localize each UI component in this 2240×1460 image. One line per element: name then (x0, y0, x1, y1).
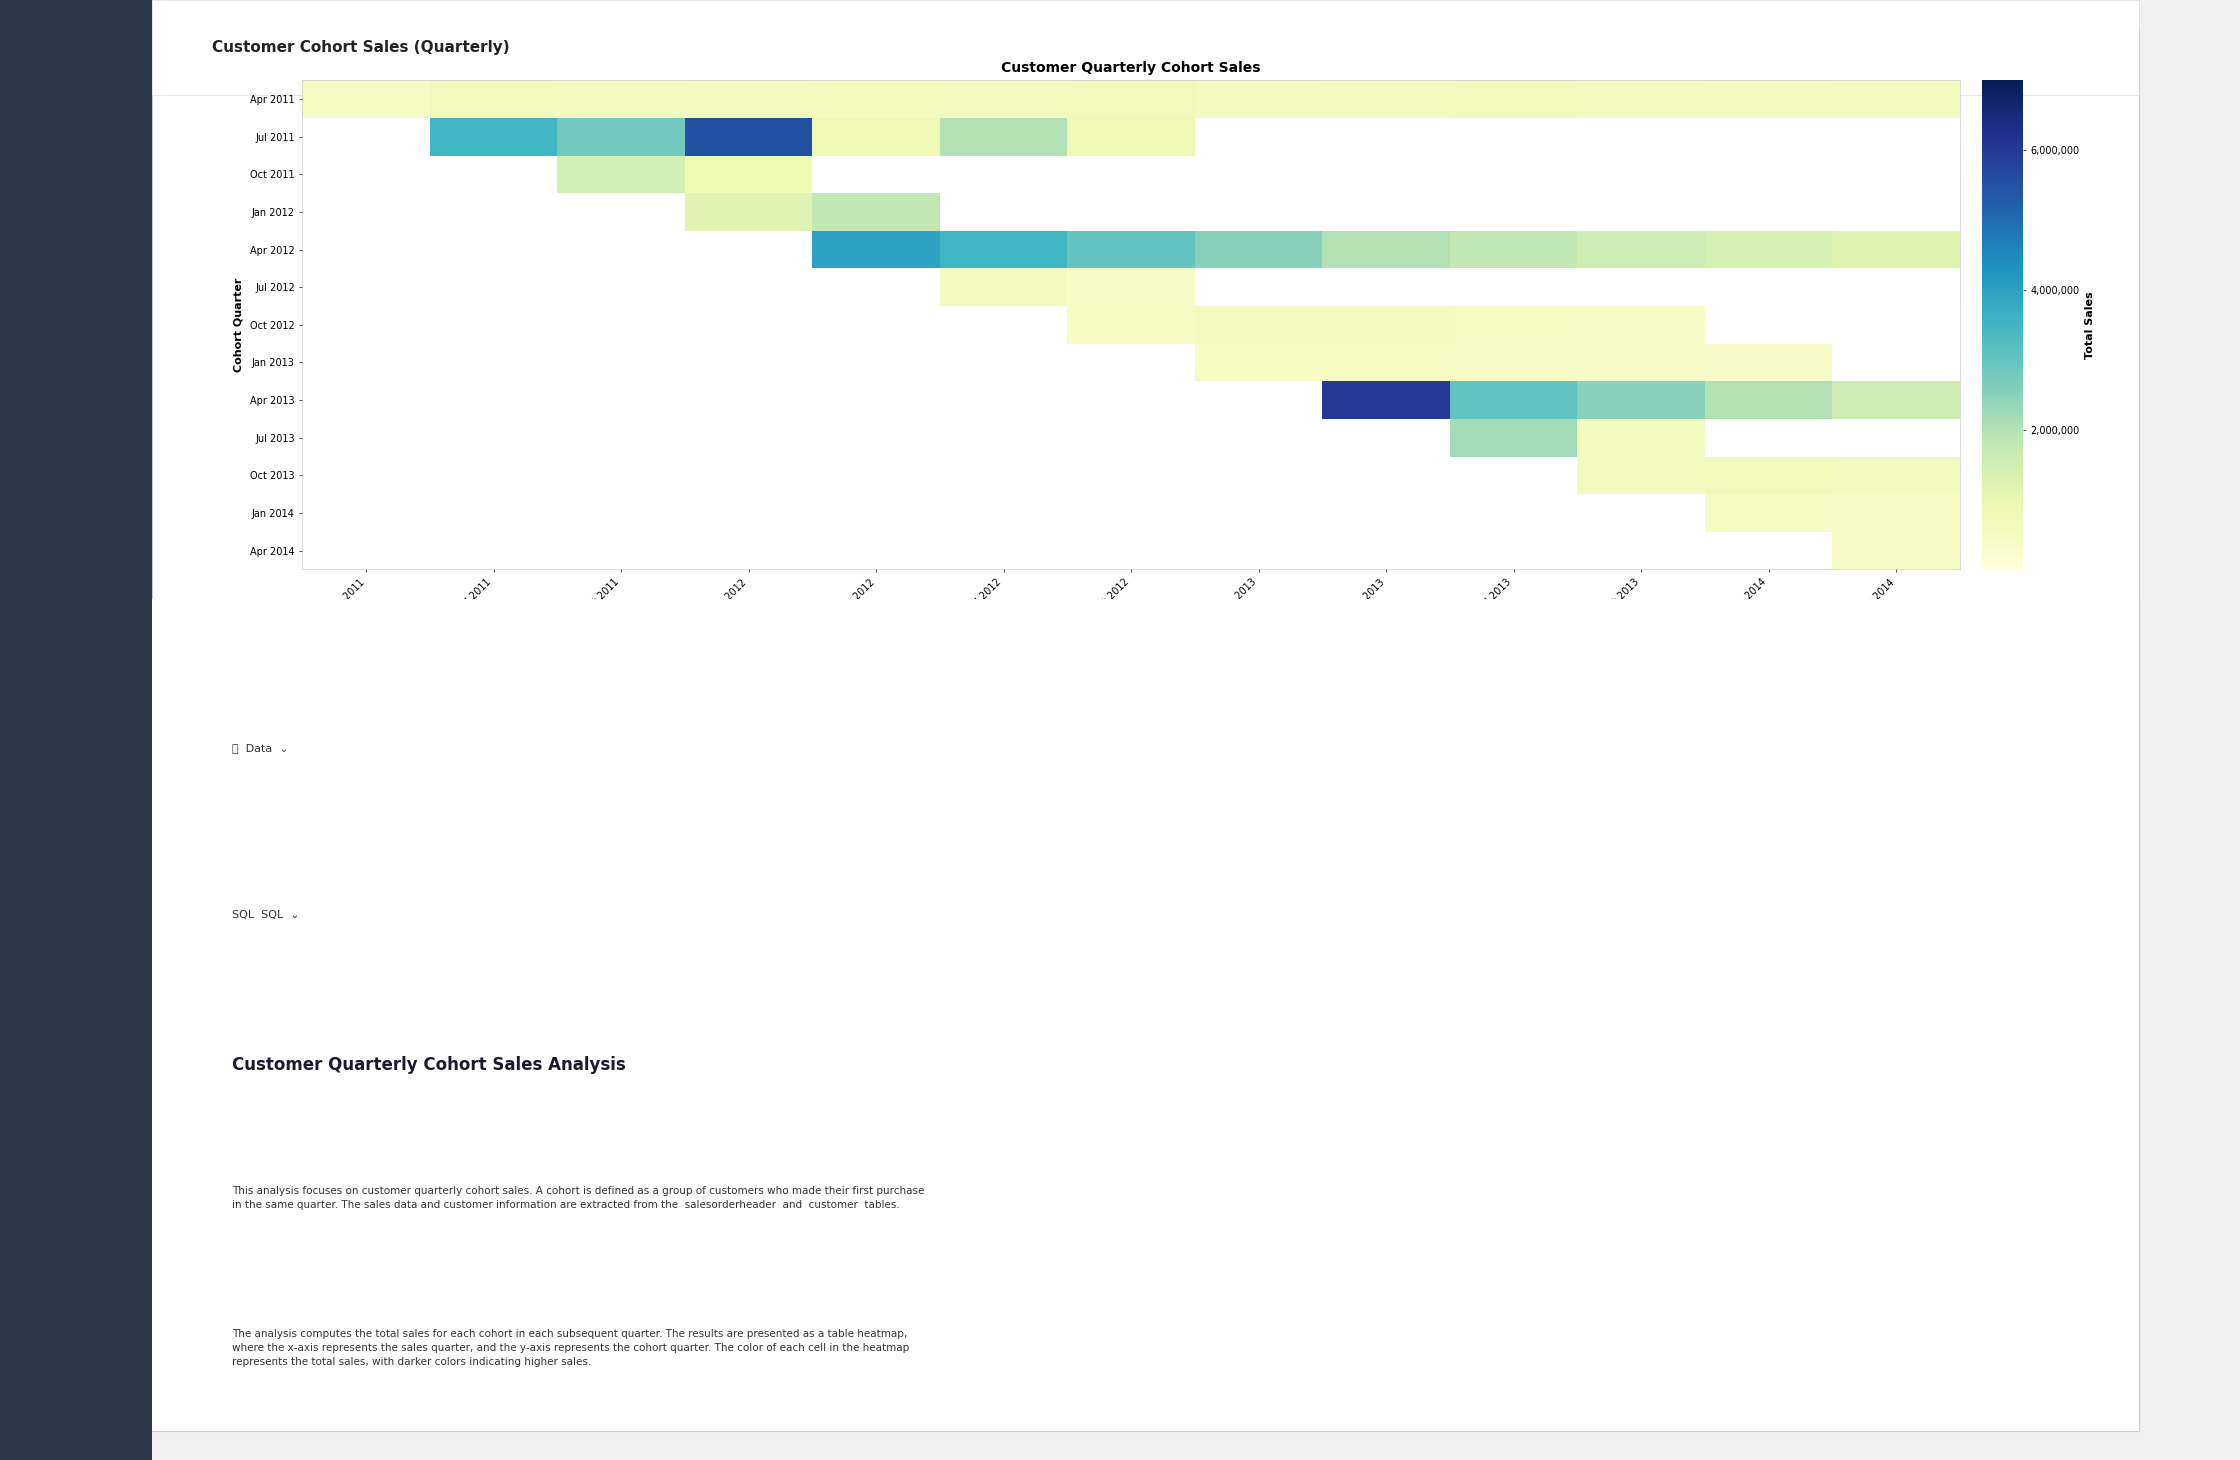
Bar (1832, 381, 1960, 419)
Bar (1194, 307, 1322, 343)
Text: Customer Quarterly Cohort Sales Analysis: Customer Quarterly Cohort Sales Analysis (231, 1056, 625, 1073)
Bar (1068, 231, 1194, 269)
Bar (1705, 343, 1832, 381)
Bar (1068, 307, 1194, 343)
Bar (430, 118, 558, 156)
Bar (685, 118, 813, 156)
Bar (1449, 381, 1577, 419)
Bar (1577, 80, 1705, 118)
Bar (1705, 80, 1832, 118)
Bar (430, 80, 558, 118)
Bar (1449, 343, 1577, 381)
Bar (1068, 80, 1194, 118)
Bar (1705, 381, 1832, 419)
Bar (813, 80, 941, 118)
Bar (813, 193, 941, 231)
Bar (1194, 343, 1322, 381)
Text: Customer Cohort Sales (Quarterly): Customer Cohort Sales (Quarterly) (213, 39, 508, 55)
Bar (941, 118, 1068, 156)
Bar (1068, 269, 1194, 307)
Bar (558, 80, 685, 118)
X-axis label: Sales Quarter: Sales Quarter (1089, 623, 1174, 632)
Bar (1577, 419, 1705, 457)
Text: The analysis computes the total sales for each cohort in each subsequent quarter: The analysis computes the total sales fo… (231, 1329, 909, 1367)
Bar (1705, 493, 1832, 531)
Bar (1322, 343, 1449, 381)
Bar (685, 193, 813, 231)
Bar (1322, 307, 1449, 343)
Bar (1194, 231, 1322, 269)
Bar (941, 269, 1068, 307)
Bar (941, 231, 1068, 269)
Bar (813, 231, 941, 269)
Bar (941, 80, 1068, 118)
Bar (1449, 307, 1577, 343)
Text: SQL  SQL  ⌄: SQL SQL ⌄ (231, 910, 300, 920)
Bar (1449, 80, 1577, 118)
Bar (1832, 231, 1960, 269)
Y-axis label: Cohort Quarter: Cohort Quarter (233, 277, 244, 372)
Bar (1832, 80, 1960, 118)
Bar (813, 118, 941, 156)
Bar (1068, 118, 1194, 156)
Bar (1577, 381, 1705, 419)
Text: ⌖  Data  ⌄: ⌖ Data ⌄ (231, 743, 289, 753)
Text: This analysis focuses on customer quarterly cohort sales. A cohort is defined as: This analysis focuses on customer quarte… (231, 1186, 925, 1210)
Bar (685, 156, 813, 193)
Bar (1449, 419, 1577, 457)
Bar (302, 80, 430, 118)
Bar (1832, 493, 1960, 531)
Bar (1322, 80, 1449, 118)
Bar (1832, 531, 1960, 569)
Y-axis label: Total Sales: Total Sales (2085, 291, 2094, 359)
Bar (1705, 457, 1832, 493)
Bar (1322, 381, 1449, 419)
Bar (1705, 231, 1832, 269)
Bar (1577, 307, 1705, 343)
Bar (1194, 80, 1322, 118)
Bar (1577, 457, 1705, 493)
Bar (558, 118, 685, 156)
Bar (1832, 457, 1960, 493)
Bar (1449, 231, 1577, 269)
Bar (1577, 231, 1705, 269)
Bar (1322, 231, 1449, 269)
Bar (558, 156, 685, 193)
Title: Customer Quarterly Cohort Sales: Customer Quarterly Cohort Sales (1001, 61, 1261, 74)
Bar (1577, 343, 1705, 381)
Bar (685, 80, 813, 118)
